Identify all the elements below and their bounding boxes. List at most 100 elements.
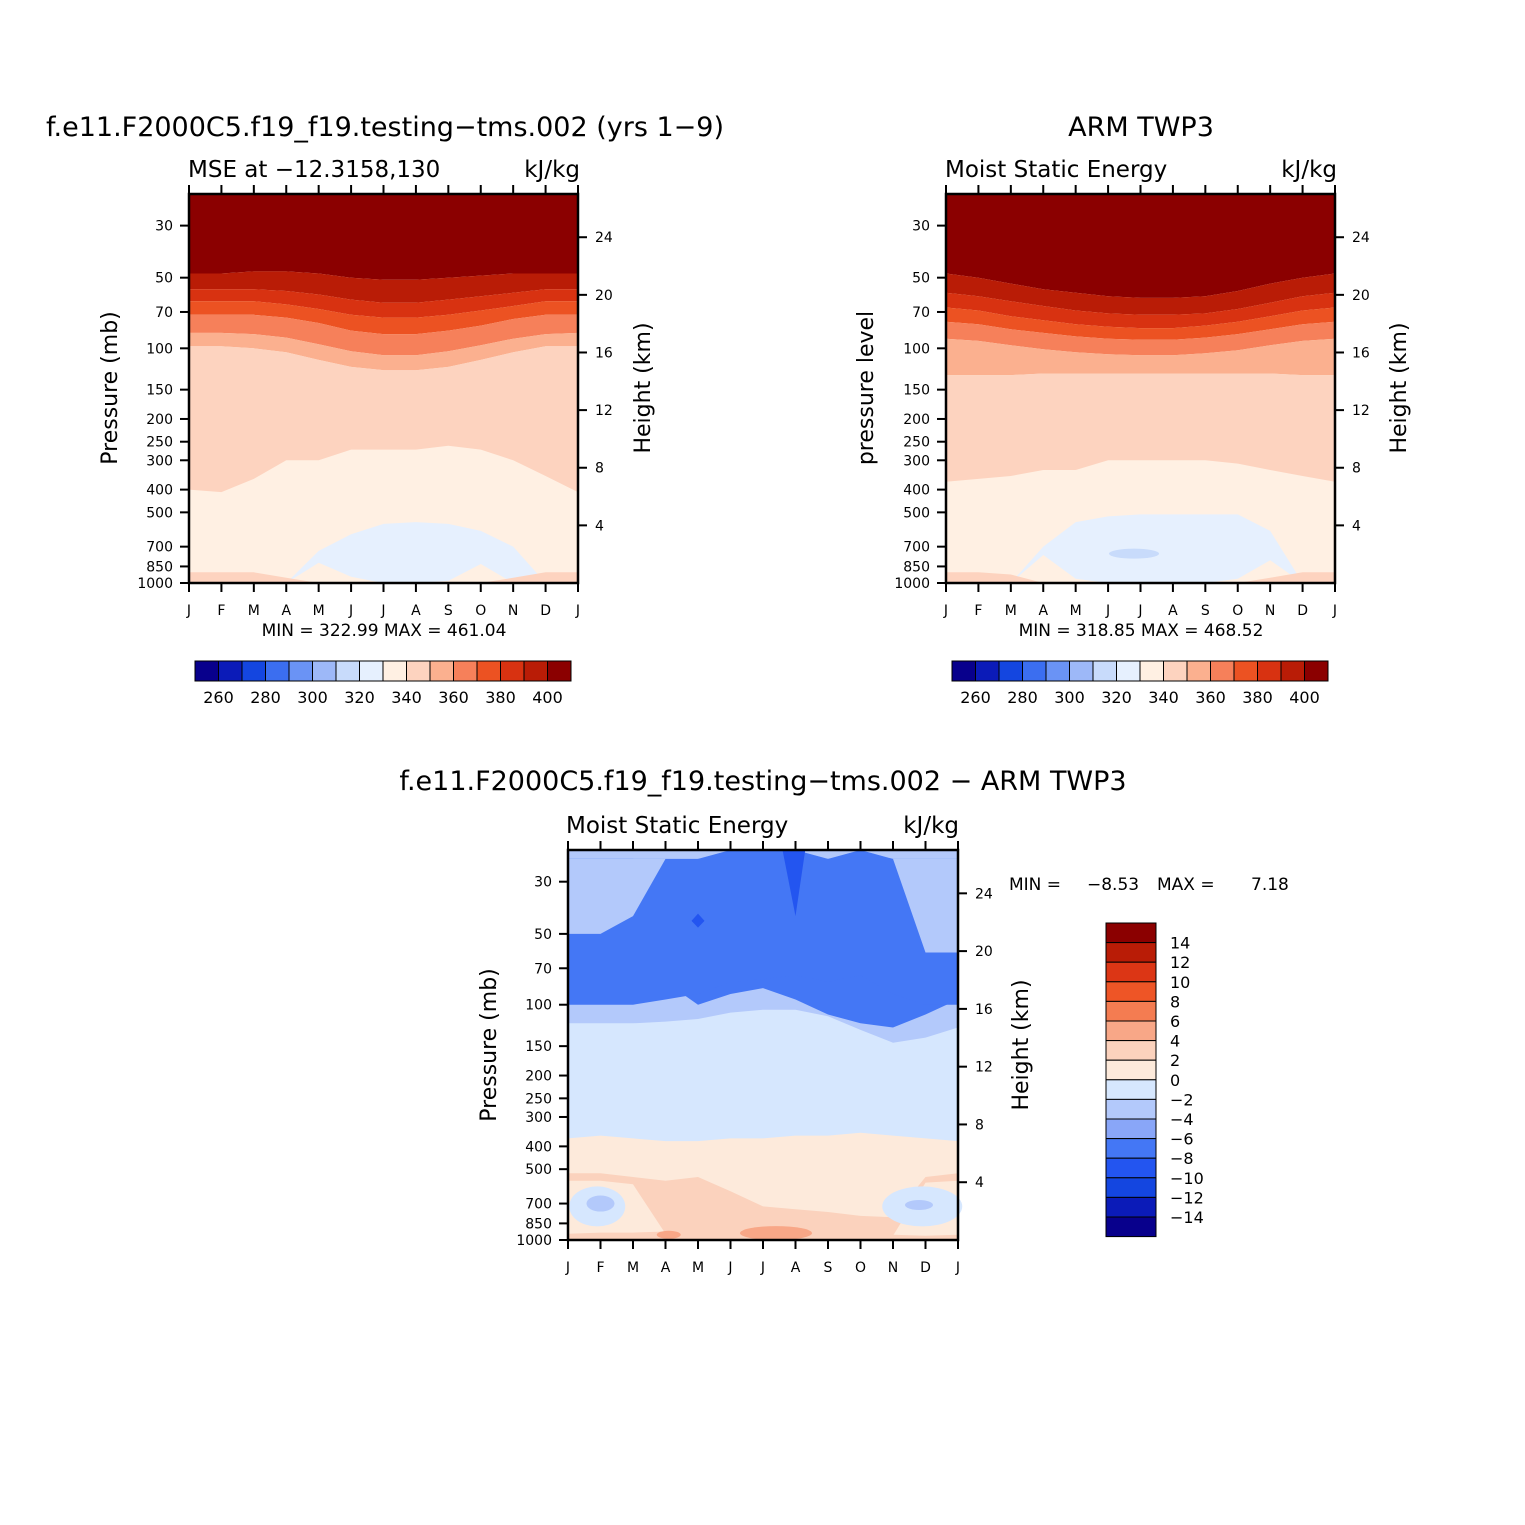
colorbar-box bbox=[476, 660, 501, 682]
colorbar-box bbox=[1105, 1098, 1157, 1120]
colorbar-box bbox=[1105, 1196, 1157, 1218]
colorbar-box bbox=[265, 660, 290, 682]
colorbar-box bbox=[1139, 660, 1164, 682]
y-tick-label-right: 16 bbox=[1352, 345, 1370, 361]
x-tick-label: O bbox=[855, 1260, 866, 1276]
y-tick-label-right: 24 bbox=[975, 886, 993, 902]
colorbar-box bbox=[1105, 1157, 1157, 1179]
colorbar: 260 280 300 320 340 360 380 400 bbox=[194, 660, 572, 707]
contour-band bbox=[946, 307, 1335, 340]
colorbar-label: 4 bbox=[1170, 1032, 1180, 1051]
x-tick-label: J bbox=[727, 1260, 732, 1276]
y-tick-label: 250 bbox=[903, 435, 930, 451]
x-tick-label: M bbox=[313, 603, 325, 619]
colorbar-box bbox=[1105, 1138, 1157, 1159]
y-tick-label: 700 bbox=[146, 540, 173, 556]
y-tick-label-right: 20 bbox=[1352, 288, 1370, 304]
y-tick-label: 150 bbox=[146, 383, 173, 399]
y-tick-label: 100 bbox=[903, 341, 930, 357]
colorbar-box bbox=[335, 660, 360, 682]
y-axis-label: Pressure (mb) bbox=[477, 968, 502, 1122]
colorbar-box bbox=[1092, 660, 1117, 682]
colorbar-box bbox=[1163, 660, 1188, 682]
colorbar-box bbox=[1045, 660, 1070, 682]
max-stat-label: MAX = bbox=[1157, 875, 1215, 895]
contour-band bbox=[568, 850, 958, 875]
y-tick-label: 850 bbox=[903, 559, 930, 575]
y-tick-label: 850 bbox=[525, 1216, 552, 1232]
y-tick-label-right: 12 bbox=[1352, 403, 1370, 419]
panel-subtitle-left: MSE at −12.3158,130 bbox=[188, 157, 440, 183]
contour-band bbox=[568, 1173, 958, 1236]
y-axis-label-right: Height (km) bbox=[1387, 322, 1412, 453]
colorbar-box bbox=[453, 660, 478, 682]
y-tick-label: 70 bbox=[912, 305, 930, 321]
x-tick-label: A bbox=[661, 1260, 671, 1276]
colorbar-box bbox=[312, 660, 337, 682]
min-stat-label: MIN = bbox=[1009, 875, 1061, 895]
min-max-stats: MIN = 322.99 MAX = 461.04 bbox=[262, 621, 507, 641]
y-tick-label: 150 bbox=[525, 1039, 552, 1055]
y-tick-label: 30 bbox=[912, 219, 930, 235]
contour-band bbox=[568, 858, 958, 953]
x-tick-label: J bbox=[1332, 603, 1337, 619]
y-tick-label: 70 bbox=[534, 961, 552, 977]
y-tick-label: 150 bbox=[903, 383, 930, 399]
colorbar-box bbox=[1105, 942, 1157, 963]
colorbar-label: 260 bbox=[960, 688, 991, 707]
x-tick-label: A bbox=[411, 603, 421, 619]
contour-band bbox=[189, 301, 578, 335]
y-tick-label: 200 bbox=[525, 1069, 552, 1085]
x-tick-label: N bbox=[1265, 603, 1275, 619]
min-stat-value: −8.53 bbox=[1087, 875, 1139, 895]
colorbar-box bbox=[1280, 660, 1305, 682]
contour-band bbox=[189, 314, 578, 356]
colorbar-box bbox=[1105, 1020, 1157, 1042]
colorbar-label: 260 bbox=[203, 688, 234, 707]
colorbar-box bbox=[359, 660, 384, 682]
colorbar-box bbox=[998, 660, 1023, 682]
colorbar-box bbox=[1069, 660, 1094, 682]
x-tick-label: M bbox=[692, 1260, 704, 1276]
colorbar-box bbox=[382, 660, 407, 682]
contour-band bbox=[189, 522, 578, 583]
panel-model: f.e11.F2000C5.f19_f19.testing−tms.002 (y… bbox=[46, 112, 724, 707]
panel-title: f.e11.F2000C5.f19_f19.testing−tms.002 − … bbox=[399, 766, 1126, 797]
colorbar-box bbox=[194, 660, 219, 682]
x-tick-label: D bbox=[920, 1260, 931, 1276]
colorbar-label: −2 bbox=[1170, 1090, 1194, 1109]
colorbar-box bbox=[1116, 660, 1141, 682]
x-tick-label: J bbox=[575, 603, 580, 619]
contour-band bbox=[568, 858, 958, 1005]
panel-subtitle-left: Moist Static Energy bbox=[945, 157, 1167, 183]
x-tick-label: O bbox=[1232, 603, 1243, 619]
y-tick-label-right: 4 bbox=[595, 518, 604, 534]
y-tick-label: 70 bbox=[155, 305, 173, 321]
contour-band bbox=[946, 273, 1335, 315]
y-tick-label-right: 16 bbox=[595, 345, 613, 361]
colorbar-box bbox=[1257, 660, 1282, 682]
contour-band bbox=[189, 194, 578, 280]
y-tick-label-right: 4 bbox=[1352, 518, 1361, 534]
colorbar-box bbox=[1105, 1059, 1157, 1081]
contour-plot: J F M A M J J A S O N D J 30 50 70 100 150 200 250 300 400 500… bbox=[516, 841, 993, 1276]
y-tick-label: 30 bbox=[534, 875, 552, 891]
panel-subtitle-left: Moist Static Energy bbox=[566, 813, 788, 839]
y-tick-label: 50 bbox=[912, 271, 930, 287]
colorbar-box bbox=[1105, 981, 1157, 1002]
y-tick-label-right: 8 bbox=[1352, 461, 1361, 477]
colorbar-label: 12 bbox=[1170, 953, 1190, 972]
y-axis-label: Pressure (mb) bbox=[98, 311, 123, 465]
colorbar-label: 8 bbox=[1170, 992, 1180, 1011]
colorbar-label: −6 bbox=[1170, 1130, 1194, 1149]
x-tick-label: M bbox=[1005, 603, 1017, 619]
colorbar-label: 380 bbox=[485, 688, 516, 707]
colorbar-label: 400 bbox=[532, 688, 563, 707]
colorbar-label: 6 bbox=[1170, 1012, 1180, 1031]
y-tick-label: 1000 bbox=[516, 1233, 552, 1249]
x-tick-label: F bbox=[217, 603, 225, 619]
y-tick-label: 850 bbox=[146, 559, 173, 575]
y-tick-label-right: 20 bbox=[595, 288, 613, 304]
